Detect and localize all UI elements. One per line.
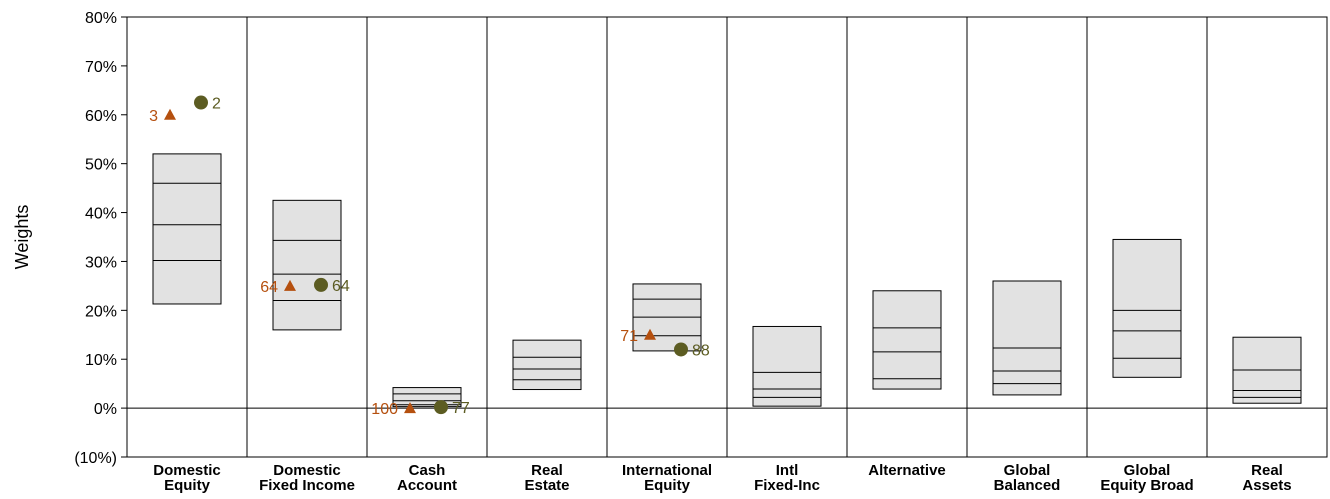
box-5	[752, 325, 822, 407]
category-label-line: Cash	[409, 462, 446, 479]
circle-marker-label: 77	[452, 400, 470, 417]
category-label-line: Equity	[164, 477, 210, 494]
category-label-line: Assets	[1242, 477, 1291, 494]
triangle-marker-label: 3	[149, 108, 158, 125]
y-tick-label: 80%	[85, 10, 117, 27]
y-tick-label: 10%	[85, 352, 117, 369]
circle-marker-label: 64	[332, 278, 350, 295]
category-label-line: Equity	[644, 477, 690, 494]
triangle-marker	[404, 402, 416, 414]
circle-marker-label: 2	[212, 96, 221, 113]
y-tick-label: 0%	[94, 401, 117, 418]
category-label-line: Real	[531, 462, 563, 479]
box-3	[512, 339, 582, 391]
category-label-line: Domestic	[273, 462, 341, 479]
box-7	[992, 280, 1062, 396]
plot-area: (10%)0%10%20%30%40%50%60%70%80%Domestic E…	[74, 10, 1328, 494]
box-2	[392, 387, 462, 408]
y-tick-label: 50%	[85, 157, 117, 174]
category-label: Domestic Fixed Income	[259, 462, 355, 494]
category-label-line: Account	[397, 477, 457, 494]
category-label: Intl Fixed-Inc	[754, 462, 820, 494]
category-label: Cash Account	[397, 462, 457, 494]
category-label: Global Balanced	[994, 462, 1061, 494]
category-label-line: Real	[1251, 462, 1283, 479]
circle-marker	[674, 342, 688, 357]
triangle-marker	[164, 108, 176, 120]
circle-marker	[434, 400, 448, 415]
category-label-line: Alternative	[868, 462, 946, 479]
category-label-line: Intl	[776, 462, 799, 479]
category-label: Alternative	[868, 462, 946, 479]
box-8	[1112, 238, 1182, 378]
y-tick-label: 40%	[85, 206, 117, 223]
triangle-marker	[644, 328, 656, 340]
triangle-marker-label: 71	[620, 328, 638, 345]
circle-marker	[314, 277, 328, 292]
triangle-marker-label: 100	[371, 401, 398, 418]
category-label: Real Assets	[1242, 462, 1291, 494]
y-tick-label: 60%	[85, 108, 117, 125]
triangle-marker-label: 64	[260, 279, 278, 296]
box-6	[872, 290, 942, 390]
y-tick-label: 70%	[85, 59, 117, 76]
category-label: Global Equity Broad	[1100, 462, 1193, 494]
category-label-line: Fixed-Inc	[754, 477, 820, 494]
triangle-marker	[284, 279, 296, 291]
category-label: Domestic Equity	[153, 462, 221, 494]
circle-marker-label: 88	[692, 342, 710, 359]
category-label: International Equity	[622, 462, 712, 494]
y-tick-label: (10%)	[74, 450, 117, 467]
category-label-line: Domestic	[153, 462, 221, 479]
category-label-line: Balanced	[994, 477, 1061, 494]
category-label-line: Equity Broad	[1100, 477, 1193, 494]
category-label-line: Global	[1004, 462, 1051, 479]
category-label-line: Fixed Income	[259, 477, 355, 494]
category-label-line: Global	[1124, 462, 1171, 479]
y-tick-label: 20%	[85, 303, 117, 320]
box-0	[152, 153, 222, 305]
category-label-line: International	[622, 462, 712, 479]
y-tick-label: 30%	[85, 254, 117, 271]
category-label-line: Estate	[524, 477, 569, 494]
circle-marker	[194, 95, 208, 110]
category-label: Real Estate	[524, 462, 569, 494]
box-1	[272, 199, 342, 331]
y-axis-label: Weights	[12, 205, 32, 270]
